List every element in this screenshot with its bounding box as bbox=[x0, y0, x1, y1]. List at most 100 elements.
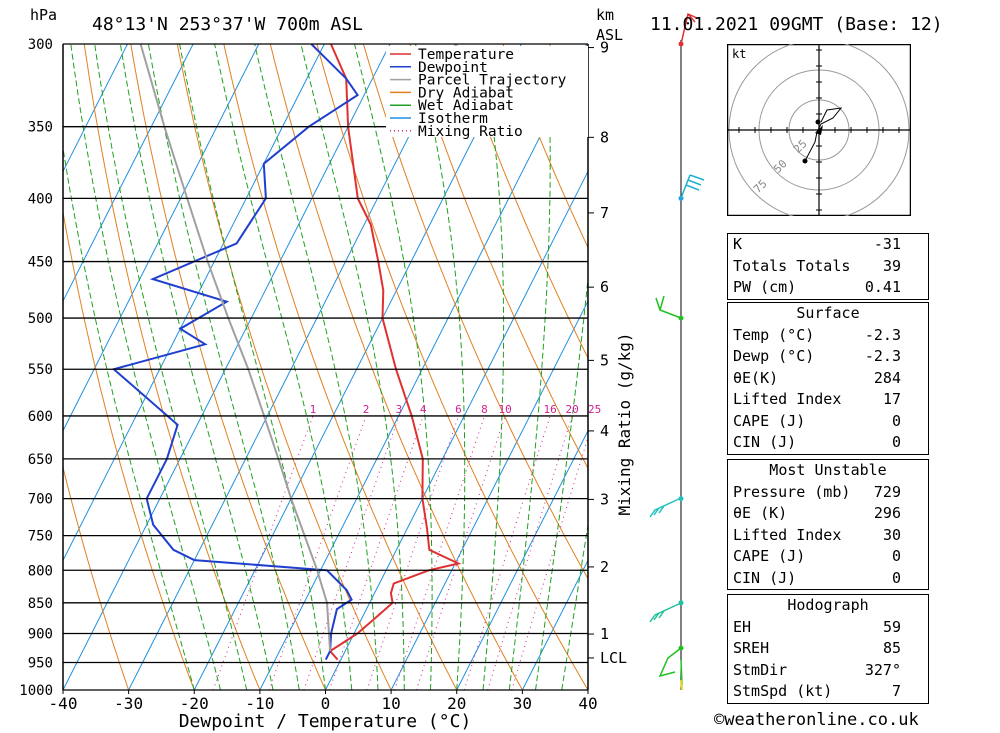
index-value: 0 bbox=[891, 433, 901, 451]
hodograph-row: StmDir 327° bbox=[728, 660, 928, 682]
pressure-tick-label: 400 bbox=[28, 191, 53, 207]
dry-adiabat-line bbox=[409, 44, 588, 470]
dry-adiabat-line bbox=[362, 44, 588, 580]
surface-row: Temp (°C) -2.3 bbox=[728, 325, 928, 347]
pressure-tick-label: 500 bbox=[28, 311, 53, 327]
index-value: 7 bbox=[891, 682, 901, 700]
isotherm-line bbox=[128, 44, 457, 690]
hodograph-point bbox=[802, 158, 808, 164]
index-label: StmDir bbox=[733, 660, 788, 679]
wind-level-marker bbox=[678, 195, 684, 201]
height-tick-label: 4 bbox=[600, 422, 609, 440]
index-value: 30 bbox=[882, 525, 901, 544]
dry-adiabat-line bbox=[502, 44, 588, 249]
surface-row: Lifted Index 17 bbox=[728, 389, 928, 411]
most-unstable-row: Lifted Index 30 bbox=[728, 525, 928, 547]
height-tick-label: 6 bbox=[600, 278, 609, 296]
index-value: 0.41 bbox=[864, 278, 901, 296]
wet-adiabat-line bbox=[70, 44, 221, 690]
legend-label: Isotherm bbox=[418, 111, 488, 127]
height-tick-label: 1 bbox=[600, 625, 609, 643]
x-tick-label: -10 bbox=[245, 694, 274, 713]
wet-adiabat-line bbox=[535, 274, 588, 690]
legend-box bbox=[386, 46, 588, 137]
wet-adiabat-line bbox=[353, 44, 433, 690]
height-tick-label: LCL bbox=[600, 649, 627, 667]
x-tick-label: 30 bbox=[513, 694, 532, 713]
height-tick-label: 7 bbox=[600, 204, 609, 222]
wet-adiabat-line bbox=[561, 521, 588, 690]
pressure-tick-label: 700 bbox=[28, 492, 53, 508]
hodograph-unit: kt bbox=[732, 47, 746, 61]
index-value: 0 bbox=[891, 411, 901, 430]
x-tick-label: 10 bbox=[381, 694, 400, 713]
indices-most-unstable-table: Most Unstable Pressure (mb) 729 θE (K) 296… bbox=[727, 459, 929, 590]
height-tick-label: 9 bbox=[600, 39, 609, 57]
dry-adiabat-line bbox=[455, 44, 588, 360]
index-label: θE (K) bbox=[733, 504, 788, 522]
pressure-tick-label: 300 bbox=[28, 37, 53, 53]
isotherm-line bbox=[521, 559, 588, 690]
mixing-ratio-line bbox=[303, 415, 400, 690]
dry-adiabat-line bbox=[957, 26, 1000, 690]
wind-barb-icon bbox=[649, 602, 682, 623]
index-label: CIN (J) bbox=[733, 433, 797, 451]
isotherm-line bbox=[63, 44, 128, 173]
hodograph-point bbox=[815, 119, 821, 125]
wet-adiabat-line bbox=[300, 44, 405, 690]
pressure-tick-label: 750 bbox=[28, 529, 53, 545]
unit-asl: ASL bbox=[596, 26, 623, 44]
mixing-ratio-label: 2 bbox=[363, 403, 370, 416]
surface-title: Surface bbox=[796, 304, 860, 322]
wind-barb-icon bbox=[680, 174, 705, 199]
x-tick-label: 0 bbox=[321, 694, 331, 713]
index-value: 327° bbox=[864, 660, 901, 679]
wind-barb-icon bbox=[649, 497, 682, 518]
mixing-ratio-label: 16 bbox=[543, 403, 556, 416]
mixing-ratio-line bbox=[366, 415, 459, 690]
index-label: Temp (°C) bbox=[733, 325, 815, 344]
x-tick-label: -30 bbox=[114, 694, 143, 713]
dry-adiabat-line bbox=[176, 44, 392, 690]
dry-adiabat-line bbox=[63, 209, 195, 690]
index-label: PW (cm) bbox=[733, 278, 797, 296]
index-label: K bbox=[733, 235, 743, 253]
index-label: SREH bbox=[733, 639, 770, 657]
mixing-ratio-label: 8 bbox=[481, 403, 488, 416]
index-value: -2.3 bbox=[864, 347, 901, 365]
index-row-k: K -31 bbox=[728, 234, 928, 256]
copyright: ©weatheronline.co.uk bbox=[714, 710, 919, 730]
parcel-trajectory-line bbox=[139, 44, 332, 652]
time-title: 11.01.2021 09GMT (Base: 12) bbox=[650, 14, 943, 35]
unit-hpa: hPa bbox=[30, 6, 57, 24]
pressure-tick-label: 900 bbox=[28, 626, 53, 642]
height-tick-label: 8 bbox=[600, 128, 609, 146]
dewpoint-line bbox=[111, 44, 360, 661]
mixing-ratio-line bbox=[268, 415, 367, 690]
pressure-tick-label: 950 bbox=[28, 655, 53, 671]
legend-label: Wet Adiabat bbox=[418, 98, 514, 114]
mixing-ratio-axis-label: Mixing Ratio (g/kg) bbox=[615, 332, 634, 515]
wind-barb-icon bbox=[655, 295, 682, 319]
index-value: 59 bbox=[882, 617, 901, 636]
mixing-ratio-label: 1 bbox=[310, 403, 317, 416]
pressure-tick-label: 350 bbox=[28, 120, 53, 136]
index-row-pw: PW (cm) 0.41 bbox=[728, 277, 928, 299]
isotherm-line bbox=[390, 299, 588, 690]
x-tick-label: -40 bbox=[49, 694, 78, 713]
index-label: Totals Totals bbox=[733, 256, 851, 275]
index-value: 296 bbox=[873, 504, 901, 522]
mixing-ratio-label: 25 bbox=[588, 403, 601, 416]
wind-barb-icon bbox=[680, 12, 698, 45]
x-tick-label: 40 bbox=[578, 694, 597, 713]
height-tick-label: 2 bbox=[600, 558, 609, 576]
legend-label: Dewpoint bbox=[418, 60, 488, 76]
dry-adiabat-line bbox=[223, 44, 458, 690]
wet-adiabat-line bbox=[214, 44, 353, 690]
dry-adiabat-line bbox=[63, 465, 130, 690]
index-value: 39 bbox=[882, 256, 901, 275]
index-value: 17 bbox=[882, 390, 901, 408]
legend-label: Temperature bbox=[418, 47, 514, 63]
